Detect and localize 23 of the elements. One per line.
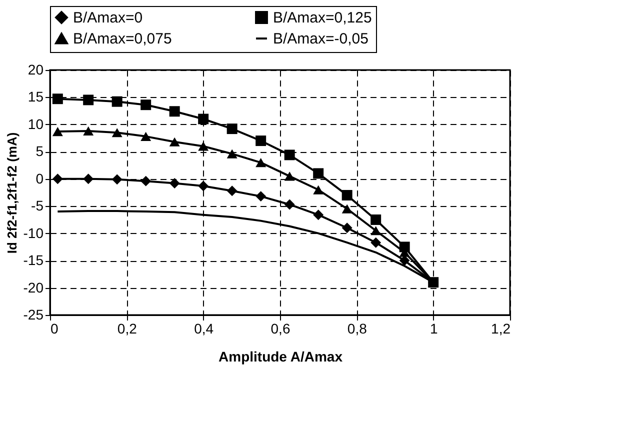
y-tick-label: 0: [36, 170, 44, 186]
x-tick-label: 0,8: [347, 320, 368, 336]
y-tick-label: -10: [23, 224, 44, 241]
x-tick-label: 1: [430, 320, 438, 336]
y-tick-label: -5: [31, 198, 44, 214]
y-tick-label: 10: [28, 116, 44, 132]
y-tick-label: 15: [28, 88, 44, 105]
x-tick-label: 0: [50, 320, 58, 336]
y-tick-label: 20: [28, 62, 44, 78]
x-tick-label: 0,6: [270, 320, 290, 336]
y-axis-title: Id 2f2-f1,2f1-f2 (mA): [4, 132, 20, 254]
x-axis-title: Amplitude A/Amax: [218, 348, 343, 364]
x-tick-label: 0,2: [117, 320, 138, 336]
legend-label: B/Amax=-0,05: [273, 30, 368, 48]
x-tick-label: 1,2: [491, 320, 511, 336]
y-tick-label: -25: [23, 306, 44, 322]
y-tick-label: -20: [23, 279, 44, 296]
y-tick-label: -15: [23, 252, 44, 268]
y-tick-label: 5: [36, 143, 44, 160]
x-tick-label: 0,4: [194, 320, 214, 336]
legend-label: B/Amax=0,075: [73, 30, 172, 48]
legend-label: B/Amax=0: [73, 10, 143, 27]
legend-label: B/Amax=0,125: [273, 10, 372, 27]
